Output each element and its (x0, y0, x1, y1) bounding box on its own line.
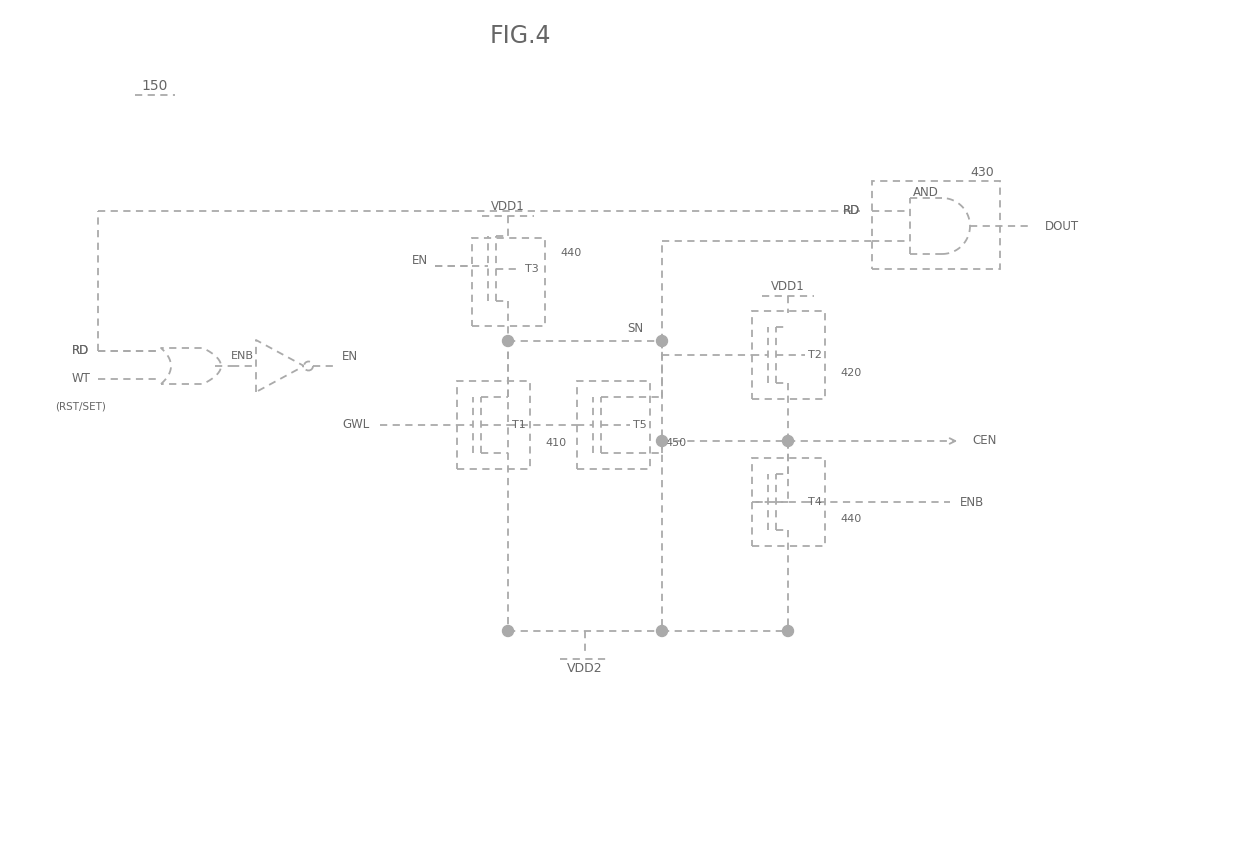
Text: T2: T2 (808, 350, 822, 360)
Circle shape (502, 626, 513, 637)
Text: RD: RD (72, 345, 89, 357)
Text: (RST/SET): (RST/SET) (55, 401, 105, 411)
Text: RD: RD (72, 345, 89, 357)
Text: RD: RD (843, 204, 861, 218)
Circle shape (656, 436, 667, 447)
Circle shape (502, 336, 513, 346)
Circle shape (304, 362, 312, 371)
Text: EN: EN (342, 350, 358, 362)
Text: T1: T1 (512, 420, 526, 430)
Text: 420: 420 (839, 368, 862, 378)
Text: 410: 410 (546, 438, 567, 448)
Circle shape (782, 626, 794, 637)
Text: 450: 450 (665, 438, 686, 448)
Text: RD: RD (843, 204, 861, 218)
Text: 150: 150 (141, 79, 169, 93)
Text: WT: WT (72, 373, 91, 385)
Text: T4: T4 (808, 497, 822, 507)
Text: EN: EN (412, 255, 428, 267)
Text: DOUT: DOUT (1045, 220, 1079, 232)
Text: CEN: CEN (972, 435, 997, 447)
Text: 430: 430 (970, 167, 994, 179)
Text: AND: AND (913, 187, 939, 199)
Text: VDD1: VDD1 (771, 279, 805, 293)
Text: 440: 440 (560, 248, 582, 258)
Text: 440: 440 (839, 514, 862, 524)
Text: FIG.4: FIG.4 (490, 24, 551, 48)
Text: VDD2: VDD2 (567, 663, 603, 675)
Circle shape (782, 436, 794, 447)
Circle shape (656, 626, 667, 637)
Circle shape (656, 336, 667, 346)
Text: SN: SN (627, 322, 644, 336)
Text: ENB: ENB (231, 351, 253, 361)
Text: T3: T3 (525, 264, 538, 274)
Text: GWL: GWL (342, 419, 370, 431)
Text: T5: T5 (632, 420, 647, 430)
Text: VDD1: VDD1 (491, 199, 525, 213)
Text: ENB: ENB (960, 495, 985, 509)
